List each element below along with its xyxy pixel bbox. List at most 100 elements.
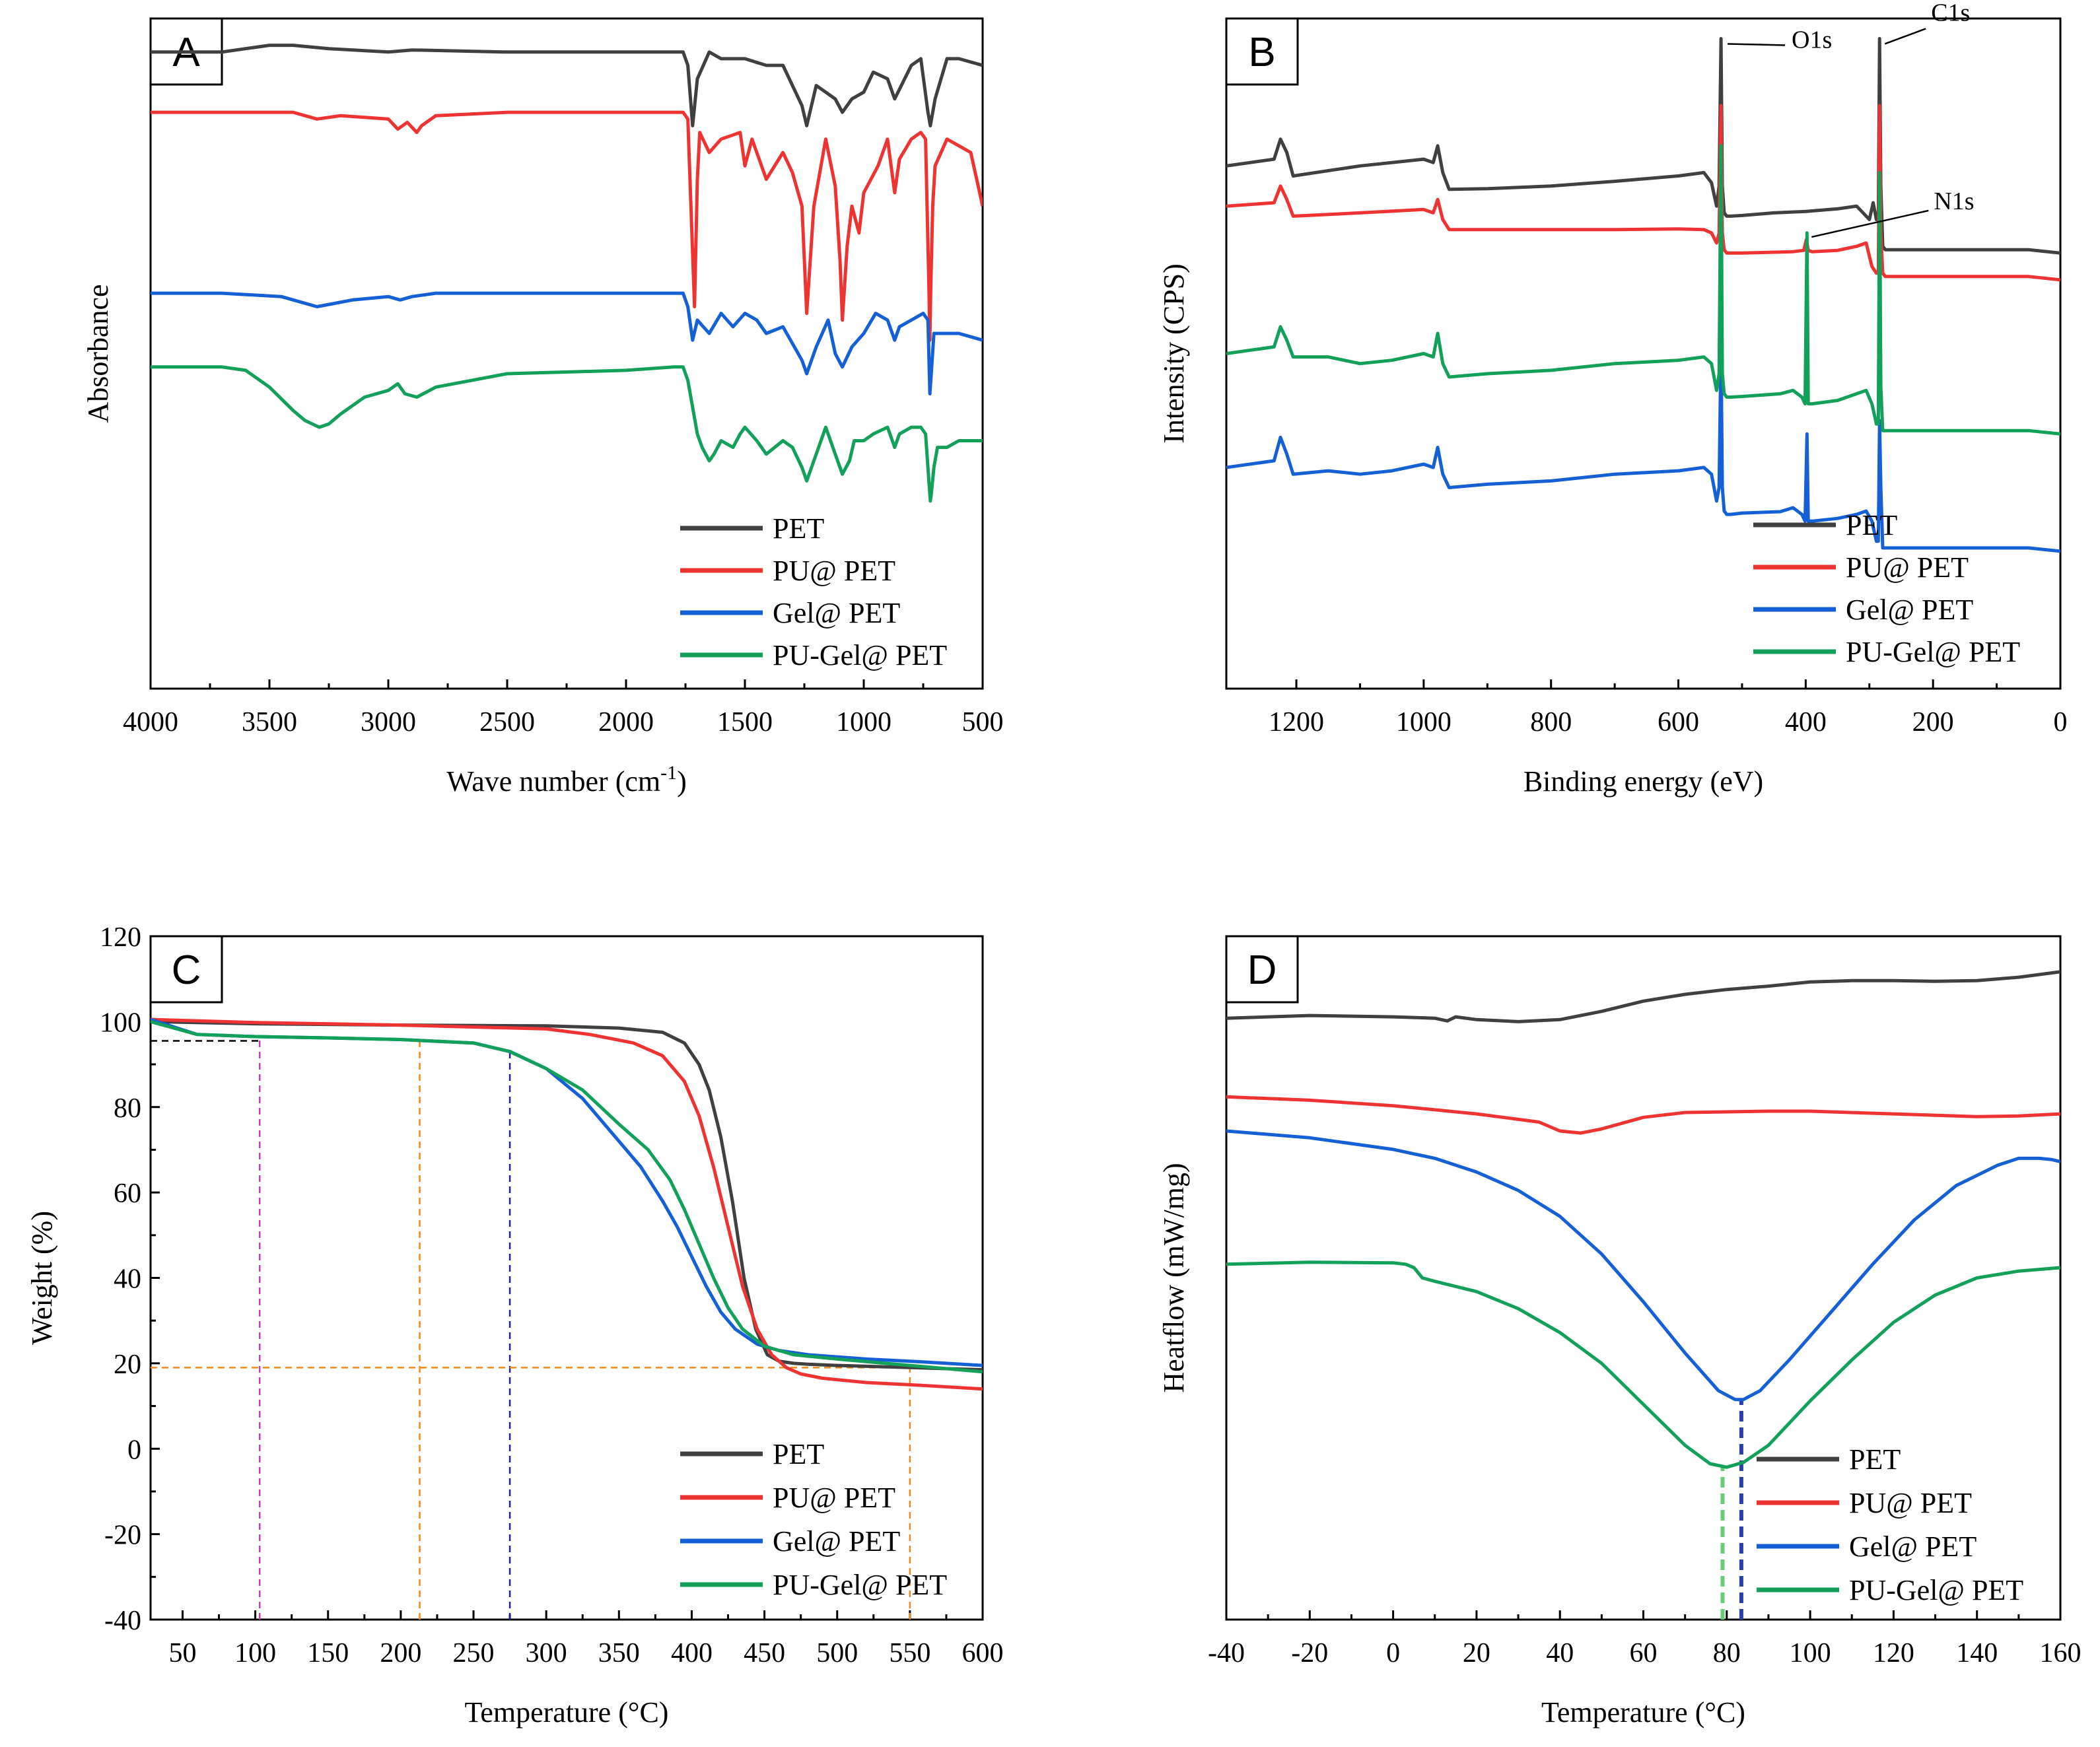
x-axis-title-end: )	[677, 765, 687, 798]
legend-label: PU-Gel@ PET	[1849, 1574, 2023, 1606]
series-group	[151, 1017, 983, 1391]
legend-label: PET	[773, 512, 824, 545]
x-tick-label: 100	[234, 1638, 276, 1668]
x-tick-label: -20	[1291, 1638, 1328, 1668]
y-tick-label: 60	[114, 1179, 141, 1209]
x-tick-label: 2000	[598, 707, 654, 737]
x-tick-label: 3500	[242, 707, 297, 737]
y-axis-title: Absorbance	[82, 284, 114, 423]
plot-frame	[1225, 17, 2062, 690]
x-tick-label: 2500	[479, 707, 535, 737]
x-tick-label: 1500	[717, 707, 773, 737]
legend-label: Gel@ PET	[1846, 594, 1973, 626]
series-line-gel-pet	[1226, 1129, 2060, 1402]
y-axis-title: Intensity (CPS)	[1158, 263, 1190, 444]
panel-label: B	[1248, 30, 1275, 75]
peak-label: O1s	[1792, 26, 1832, 53]
x-tick-label: 500	[962, 707, 1004, 737]
panel-label-box	[149, 935, 223, 1004]
series-line-gel-pet	[1226, 345, 2060, 553]
annotation-leader	[1884, 28, 1926, 45]
y-tick-label: 0	[127, 1435, 141, 1465]
series-line-pet	[1226, 37, 2060, 255]
series-group	[1226, 970, 2060, 1469]
annotation-leader	[1811, 209, 1929, 238]
x-tick-label: 800	[1530, 707, 1572, 737]
panel-c: 50 100 150 200 250 300 350 400 450 500 550 600-40-2…	[26, 922, 1004, 1729]
legend-label: PU@ PET	[1849, 1487, 1972, 1519]
x-tick-label: 600	[1658, 707, 1699, 737]
x-tick-label: 80	[1713, 1638, 1741, 1668]
x-tick-label: 1000	[836, 707, 892, 737]
legend-label: Gel@ PET	[773, 597, 900, 629]
y-tick-label: 80	[114, 1093, 141, 1124]
x-tick-label: 300	[526, 1638, 567, 1668]
series-line-pu-gel-pet	[151, 365, 983, 503]
series-line-pet	[1226, 970, 2060, 1023]
peak-label: C1s	[1931, 0, 1970, 26]
x-tick-label: 20	[1463, 1638, 1490, 1668]
y-tick-label: 40	[114, 1264, 141, 1295]
x-tick-label: 1200	[1269, 707, 1324, 737]
legend-label: PU@ PET	[773, 1482, 895, 1514]
panel-label-box	[1225, 935, 1299, 1004]
x-axis-title: Temperature (°C)	[1541, 1696, 1745, 1729]
series-line-gel-pet	[151, 291, 983, 395]
legend-label: Gel@ PET	[773, 1525, 900, 1558]
x-tick-label: 0	[2054, 707, 2068, 737]
series-group	[1226, 37, 2060, 553]
x-tick-label: 100	[1790, 1638, 1831, 1668]
x-tick-label: 4000	[123, 707, 178, 737]
panel-label-box	[1225, 17, 1299, 86]
x-axis-title-main: Wave number (cm	[446, 765, 660, 798]
y-tick-label: 20	[114, 1350, 141, 1380]
legend-label: PET	[1846, 509, 1897, 541]
series-line-pet	[151, 44, 983, 127]
legend-label: PU@ PET	[1846, 551, 1969, 584]
series-line-pu-gel-pet	[1226, 1260, 2060, 1469]
panel-b: 1200 1000 800 600 400 200 0 Binding energy (eV)…	[1158, 0, 2068, 798]
x-axis-title: Wave number (cm-1)	[446, 762, 687, 798]
x-tick-label: 250	[453, 1638, 495, 1668]
legend-label: PU-Gel@ PET	[773, 639, 947, 671]
legend-label: PU@ PET	[773, 555, 895, 587]
x-axis-title-sup: -1	[660, 762, 677, 784]
x-tick-label: 600	[962, 1638, 1004, 1668]
y-tick-label: 100	[100, 1008, 141, 1038]
x-tick-label: 50	[168, 1638, 196, 1668]
x-tick-label: 40	[1546, 1638, 1574, 1668]
legend-label: PU-Gel@ PET	[1846, 636, 2020, 668]
x-tick-label: 450	[744, 1638, 785, 1668]
x-tick-label: 200	[380, 1638, 421, 1668]
x-tick-label: 60	[1630, 1638, 1658, 1668]
x-tick-label: 0	[1386, 1638, 1400, 1668]
x-tick-label: 1000	[1396, 707, 1452, 737]
x-tick-label: -40	[1208, 1638, 1245, 1668]
x-tick-label: 160	[2040, 1638, 2082, 1668]
series-line-pu-gel-pet	[1226, 144, 2060, 436]
annotation-leader	[1728, 43, 1786, 46]
panel-label: D	[1247, 947, 1277, 993]
legend-label: PET	[773, 1438, 824, 1470]
legend-label: Gel@ PET	[1849, 1530, 1977, 1563]
x-axis-title: Temperature (°C)	[465, 1696, 669, 1729]
series-line-gel-pet	[151, 1017, 983, 1367]
plot-frame	[149, 17, 984, 690]
peak-label: N1s	[1934, 188, 1974, 215]
x-tick-label: 200	[1912, 707, 1954, 737]
x-tick-label: 3000	[361, 707, 416, 737]
series-line-pu-pet	[1226, 1095, 2060, 1135]
panel-a: 4000 3500 3000 2500 2000 1500 1000 500 Wave numb…	[82, 17, 1004, 798]
series-line-pu-pet	[151, 1017, 983, 1391]
plot-frame	[149, 935, 984, 1621]
series-group	[151, 44, 983, 503]
x-tick-label: 150	[307, 1638, 349, 1668]
x-tick-label: 140	[1956, 1638, 1998, 1668]
panel-label: C	[172, 947, 201, 993]
x-tick-label: 550	[889, 1638, 930, 1668]
x-tick-label: 400	[1785, 707, 1827, 737]
x-tick-label: 350	[598, 1638, 640, 1668]
legend-label: PET	[1849, 1443, 1901, 1476]
y-tick-label: -40	[104, 1606, 141, 1636]
